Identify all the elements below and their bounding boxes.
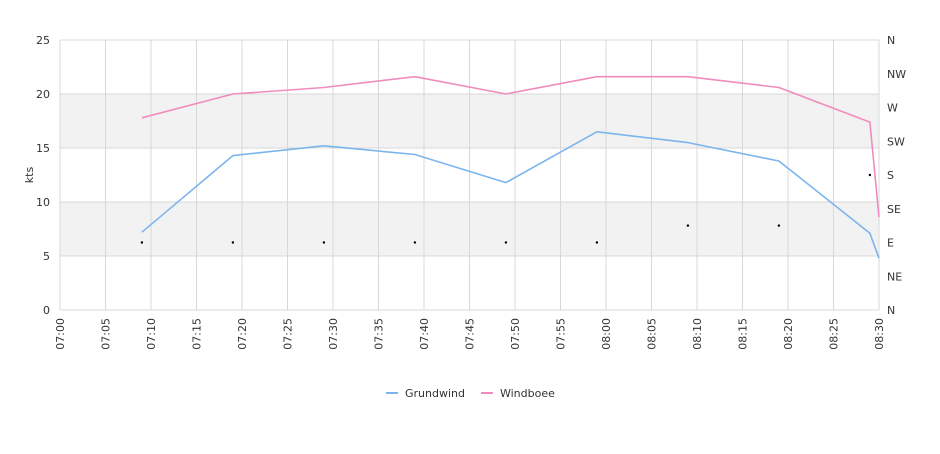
- direction-marker: [504, 241, 508, 244]
- x-tick-label: 07:00: [54, 318, 67, 350]
- x-tick-label: 07:50: [509, 318, 522, 350]
- right-axis-label: NW: [887, 68, 906, 81]
- y-tick-label: 0: [43, 304, 50, 317]
- right-axis-label: SE: [887, 203, 901, 216]
- right-axis-label: E: [887, 237, 894, 250]
- direction-markers: [140, 173, 872, 244]
- right-axis-label: S: [887, 169, 894, 182]
- direction-marker: [868, 173, 872, 177]
- vertical-gridlines: [59, 40, 880, 310]
- x-tick-label: 08:30: [873, 318, 886, 350]
- right-axis-label: W: [887, 102, 898, 115]
- x-tick-label: 08:00: [600, 318, 613, 350]
- x-tick-label: 08:05: [646, 318, 659, 350]
- right-axis-label: N: [887, 304, 895, 317]
- y-tick-label: 20: [36, 88, 50, 101]
- x-tick-label: 07:10: [145, 318, 158, 350]
- x-tick-label: 07:55: [555, 318, 568, 350]
- y-tick-label: 25: [36, 34, 50, 47]
- direction-marker: [413, 241, 417, 244]
- right-axis-label: SW: [887, 135, 905, 148]
- x-tick-label: 07:45: [464, 318, 477, 350]
- y-tick-label: 5: [43, 250, 50, 263]
- y-axis-ticks: 0 5 10 15 20 25: [36, 34, 50, 317]
- x-tick-label: 08:20: [782, 318, 795, 350]
- direction-marker: [140, 241, 144, 244]
- horizontal-gridlines: [60, 39, 879, 311]
- x-tick-label: 08:15: [737, 318, 750, 350]
- direction-marker: [322, 241, 326, 244]
- direction-marker: [777, 224, 781, 227]
- x-tick-label: 07:35: [373, 318, 386, 350]
- x-tick-label: 08:10: [691, 318, 704, 350]
- series-lines: [141, 75, 880, 259]
- y-tick-label: 15: [36, 142, 50, 155]
- direction-marker: [595, 241, 599, 244]
- legend: Grundwind Windboee: [386, 387, 555, 400]
- y-axis-label: kts: [23, 167, 36, 184]
- x-axis-ticks: 07:00 07:05 07:10 07:15 07:20 07:25 07:30 07:35…: [54, 318, 886, 350]
- x-tick-label: 07:25: [282, 318, 295, 350]
- right-axis-label: N: [887, 34, 895, 47]
- series-line-grundwind: [141, 131, 880, 259]
- right-axis-ticks: N NE E SE S SW W NW N: [887, 34, 906, 317]
- series-line-windboee: [141, 75, 880, 218]
- legend-label: Windboee: [500, 387, 555, 400]
- y-tick-label: 10: [36, 196, 50, 209]
- x-tick-label: 07:15: [191, 318, 204, 350]
- x-tick-label: 07:30: [327, 318, 340, 350]
- legend-label: Grundwind: [405, 387, 465, 400]
- x-tick-label: 08:25: [828, 318, 841, 350]
- x-tick-label: 07:20: [236, 318, 249, 350]
- x-tick-label: 07:40: [418, 318, 431, 350]
- right-axis-label: NE: [887, 270, 902, 283]
- x-tick-label: 07:05: [100, 318, 113, 350]
- direction-marker: [231, 241, 235, 244]
- direction-marker: [686, 224, 690, 227]
